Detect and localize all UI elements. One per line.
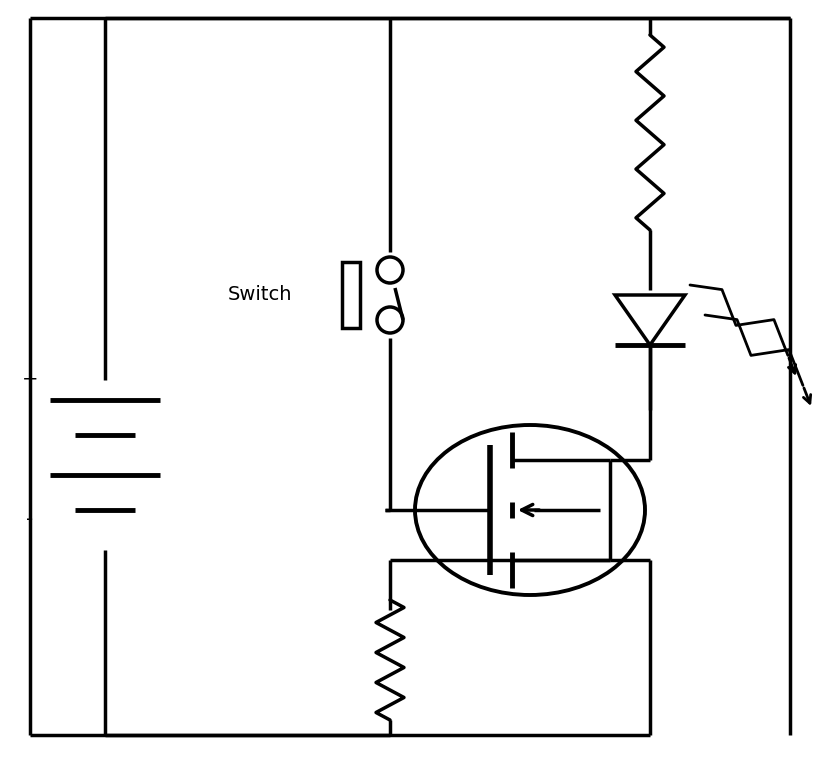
Circle shape: [377, 307, 402, 333]
Circle shape: [377, 257, 402, 283]
Bar: [342, 262, 360, 328]
Text: -: -: [26, 510, 34, 530]
Text: Switch: Switch: [228, 286, 292, 305]
Polygon shape: [614, 295, 684, 345]
Text: +: +: [22, 371, 38, 390]
